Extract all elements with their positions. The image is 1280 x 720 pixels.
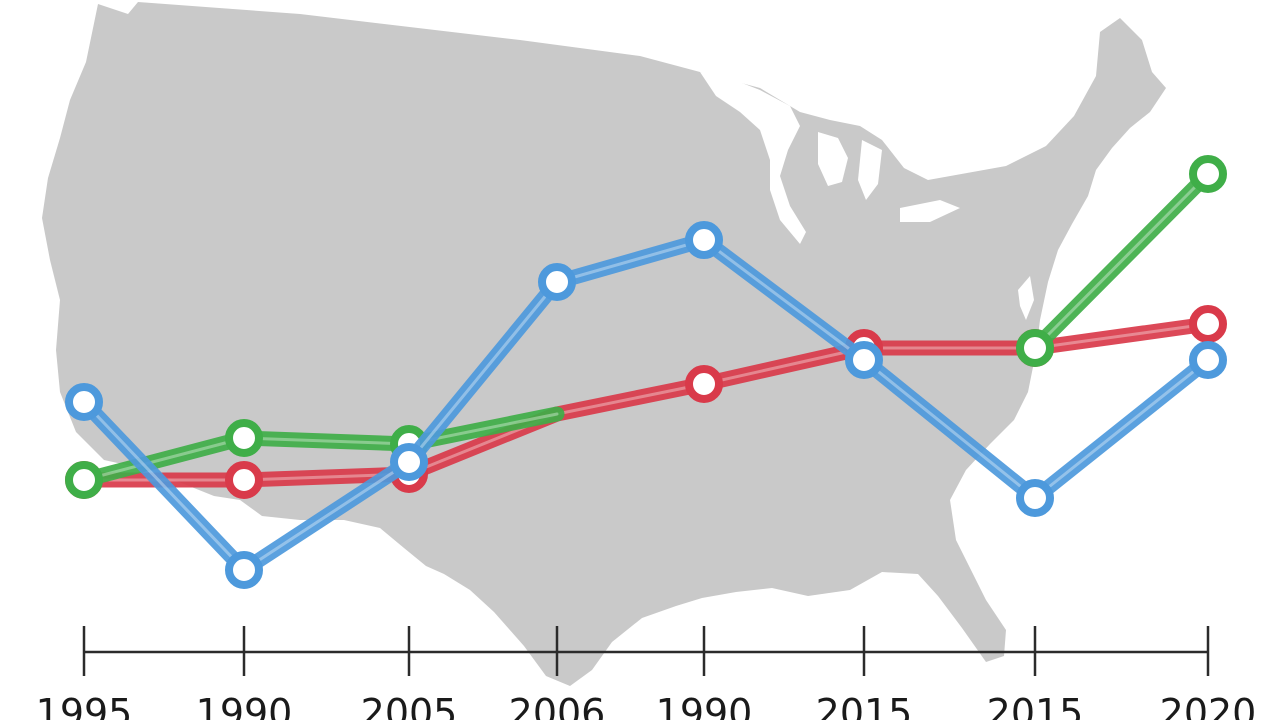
series-2-point-7 xyxy=(1189,341,1227,379)
series-1-line-gloss xyxy=(82,412,559,482)
x-tick-label-4: 1990 xyxy=(656,691,753,720)
series-2-point-3 xyxy=(538,263,576,301)
series-0-line-gloss xyxy=(82,322,1210,482)
series-1-line xyxy=(76,406,565,488)
great-lakes xyxy=(700,72,960,244)
x-tick-label-0: 1995 xyxy=(36,691,133,720)
series-0-line xyxy=(76,316,1216,488)
series-layer xyxy=(65,155,1227,589)
series-2-point-5 xyxy=(845,341,883,379)
series-1-point-1 xyxy=(225,419,263,457)
series-1-line xyxy=(1027,166,1216,356)
x-tick-label-2: 2005 xyxy=(361,691,458,720)
series-1-point-7 xyxy=(1189,155,1227,193)
x-tick-label-3: 2006 xyxy=(509,691,606,720)
series-2-point-0 xyxy=(65,383,103,421)
series-1-point-0 xyxy=(65,461,103,499)
series-2 xyxy=(65,221,1227,589)
series-1 xyxy=(65,155,1227,499)
series-1-point-6 xyxy=(1016,329,1054,367)
chesapeake-bay xyxy=(1018,276,1034,320)
x-tick-label-1: 1990 xyxy=(196,691,293,720)
series-2-point-4 xyxy=(685,221,723,259)
series-2-line xyxy=(76,232,1216,578)
series-0-point-4 xyxy=(685,365,723,403)
x-tick-label-5: 2015 xyxy=(816,691,913,720)
series-2-point-6 xyxy=(1016,479,1054,517)
series-0-point-7 xyxy=(1189,305,1227,343)
series-0-point-1 xyxy=(225,461,263,499)
series-1-line-gloss xyxy=(1033,172,1210,350)
x-tick-label-6: 2015 xyxy=(987,691,1084,720)
series-2-line-gloss xyxy=(82,238,1210,572)
series-2-point-2 xyxy=(390,443,428,481)
x-axis: 1995 1990 2005 2006 1990 2015 2015 2020 xyxy=(36,626,1257,720)
x-tick-label-7: 2020 xyxy=(1160,691,1257,720)
series-2-point-1 xyxy=(225,551,263,589)
